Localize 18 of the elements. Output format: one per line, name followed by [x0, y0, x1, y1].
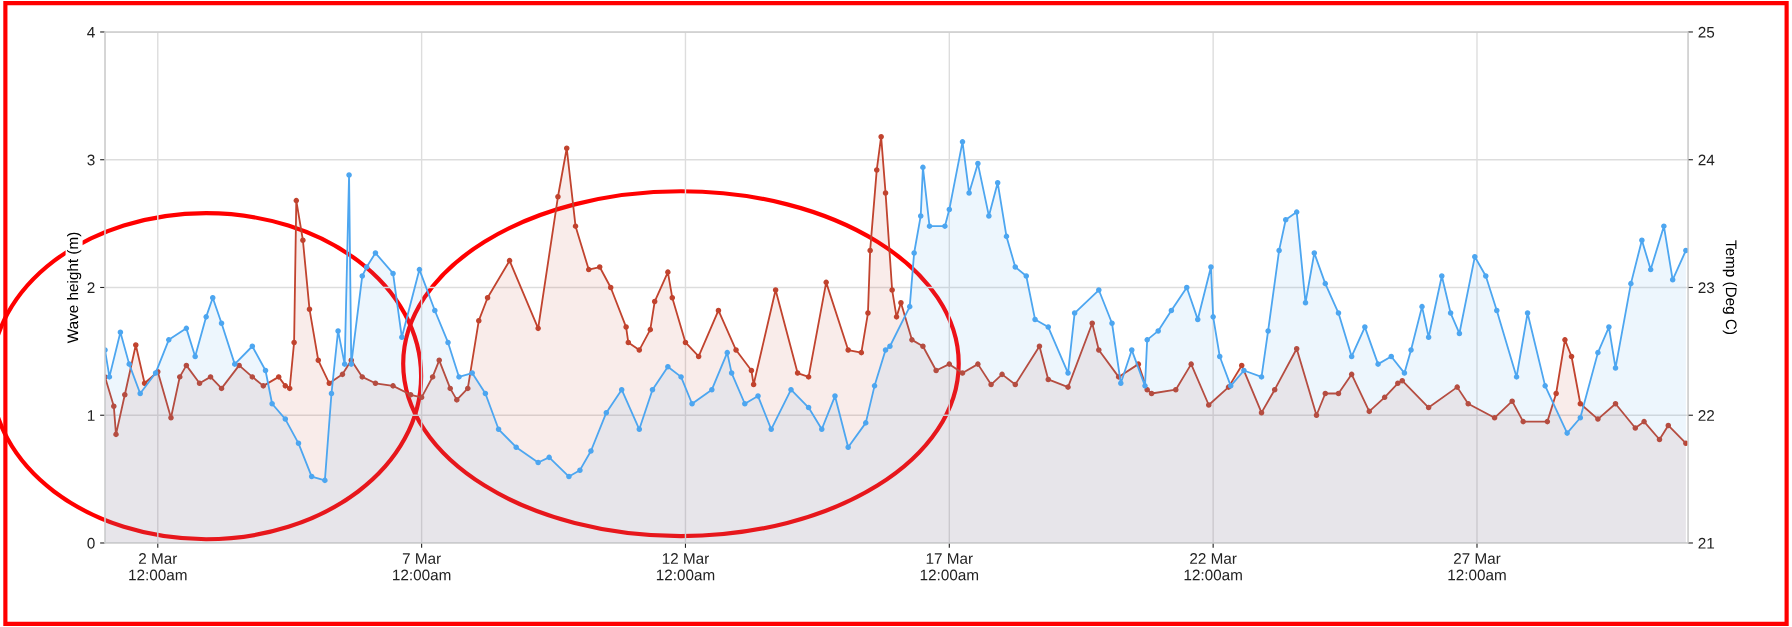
y-tick-label: 1 — [87, 410, 95, 421]
y2-tick-label: 25 — [1698, 26, 1715, 38]
y2-tick-label: 22 — [1698, 410, 1715, 421]
y-tick-label: 2 — [87, 282, 95, 294]
y-tick-label: 0 — [87, 537, 95, 549]
x-tick-label: 2 Mar 12:00am — [129, 553, 187, 581]
y2-tick-label: 21 — [1698, 537, 1715, 549]
y2-tick-label: 24 — [1698, 154, 1715, 166]
y2-tick-label: 23 — [1698, 282, 1715, 294]
x-tick-label: 17 Mar 12:00am — [920, 553, 979, 581]
x-tick-label: 27 Mar 12:00am — [1448, 553, 1506, 581]
y2-axis-title: Temp (Deg C) — [1722, 240, 1737, 335]
x-tick-label: 12 Mar 12:00am — [656, 553, 715, 581]
x-tick-label: 22 Mar 12:00am — [1184, 553, 1242, 581]
x-tick-label: 7 Mar 12:00am — [393, 553, 451, 581]
y-axis-title: Wave height (m) — [67, 232, 82, 344]
y-tick-label: 4 — [87, 27, 95, 38]
y-tick-label: 3 — [87, 154, 95, 166]
